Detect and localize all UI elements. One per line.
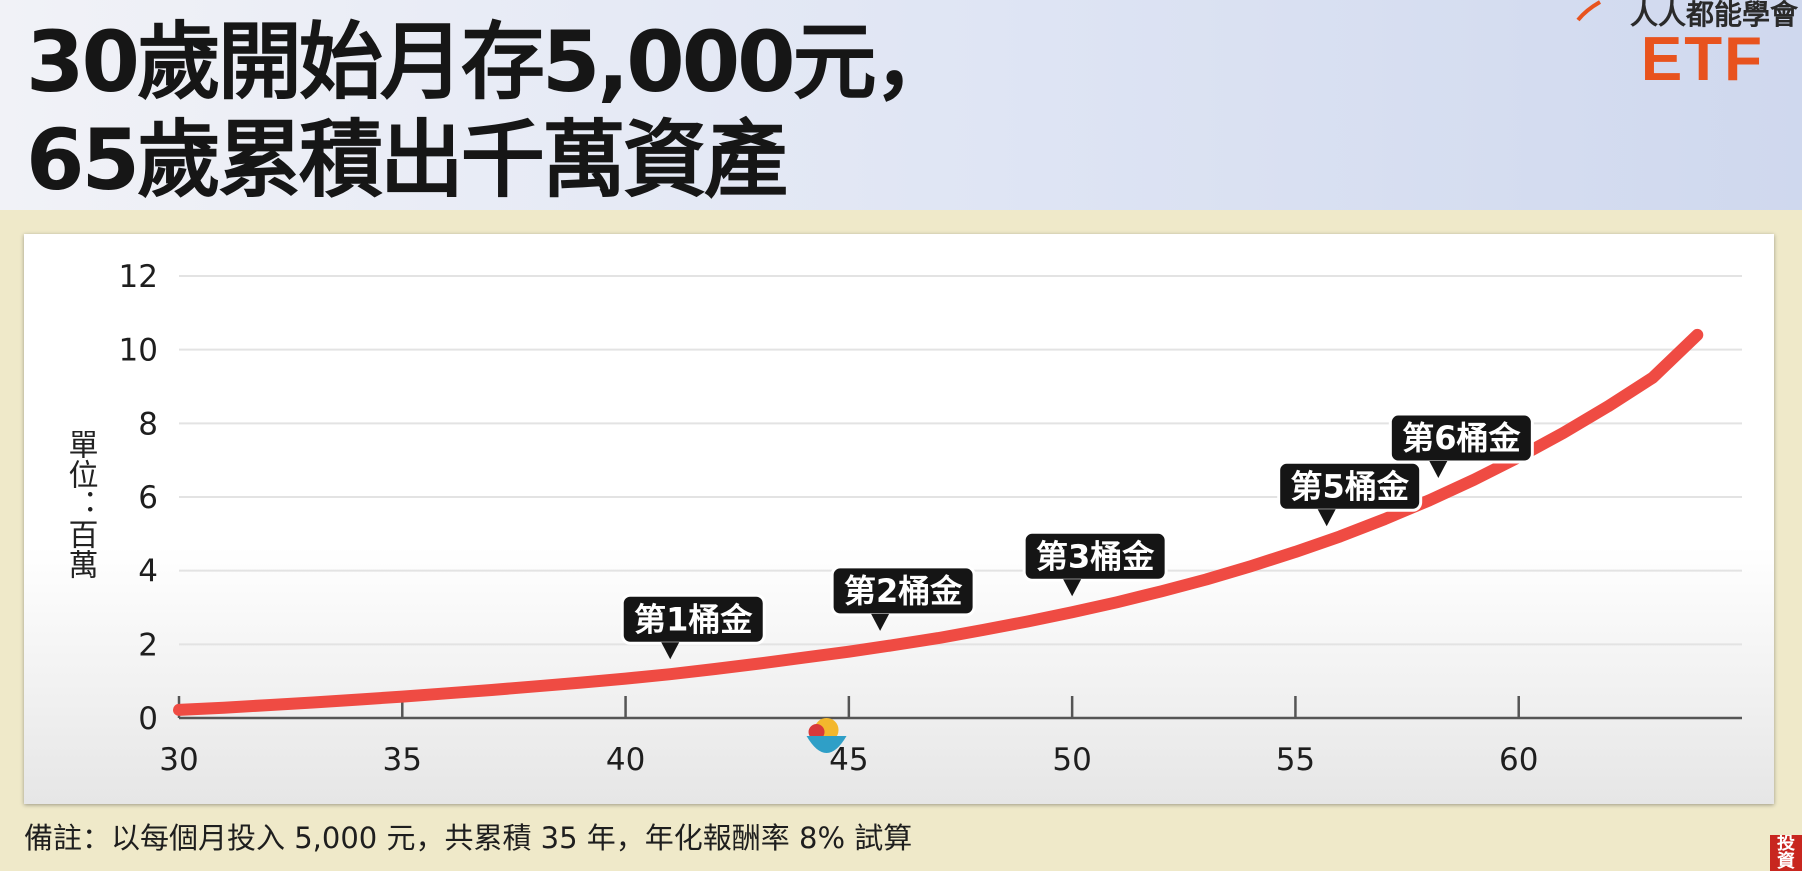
x-tick-label: 35	[383, 742, 422, 778]
bucket-annotation: 第3桶金	[1022, 530, 1168, 597]
x-tick-label: 60	[1499, 742, 1538, 778]
series-line	[173, 328, 1704, 716]
brand-logo: 人人都能學會 ETF	[1572, 0, 1802, 95]
annotation-pointer	[1317, 509, 1336, 527]
y-tick-label: 8	[138, 406, 158, 442]
coin-bowl-icon	[806, 718, 847, 753]
annotation-pointer	[871, 613, 890, 631]
annotation-pointer	[1429, 461, 1448, 479]
annotation-bubble	[620, 593, 766, 645]
y-tick-label: 10	[119, 333, 158, 369]
y-tick-label: 12	[119, 259, 158, 295]
annotation-pointer	[1063, 579, 1082, 597]
bucket-annotation: 第6桶金	[1388, 412, 1534, 479]
annotation-bubble	[1388, 412, 1534, 464]
x-tick-label: 40	[606, 742, 645, 778]
annotation-bubble	[1022, 530, 1168, 582]
annotation-label: 第6桶金	[1402, 419, 1521, 457]
annotation-label: 第3桶金	[1036, 537, 1155, 575]
x-tick-label: 30	[159, 742, 198, 778]
page-title-line-2: 65歲累積出千萬資產	[26, 111, 788, 209]
bucket-annotation: 第1桶金	[620, 593, 766, 660]
footnote: 備註：以每個月投入 5,000 元，共累積 35 年，年化報酬率 8% 試算	[24, 821, 913, 855]
chart-card: 0 2 4 6 8 10 12 30 35 40 45 50 55 60 單位：百萬 第1桶金 第2桶金 第3…	[24, 234, 1774, 804]
annotation-label: 第5桶金	[1291, 467, 1410, 505]
annotation-pointer	[661, 642, 680, 660]
bucket-annotation: 第2桶金	[830, 565, 976, 631]
y-tick-label: 0	[138, 701, 158, 737]
y-tick-label: 2	[138, 627, 158, 663]
annotation-label: 第2桶金	[844, 572, 963, 610]
y-tick-label: 4	[138, 554, 158, 590]
y-tick-label: 6	[138, 480, 158, 516]
brand-swoosh-icon	[1576, 0, 1601, 22]
y-axis-label: 單位：百萬	[63, 429, 98, 579]
bucket-annotation: 第5桶金	[1277, 460, 1423, 527]
page-title-line-1: 30歲開始月存5,000元，	[26, 13, 958, 111]
header-banner: 30歲開始月存5,000元， 65歲累積出千萬資產 人人都能學會 ETF	[0, 0, 1802, 210]
x-tick-label: 50	[1052, 742, 1091, 778]
brand-tagline: 人人都能學會	[1629, 0, 1798, 31]
x-tick-label: 55	[1276, 742, 1315, 778]
annotation-label: 第1桶金	[634, 600, 753, 638]
brand-name: ETF	[1640, 25, 1764, 94]
annotation-bubble	[830, 565, 976, 617]
corner-badge: 投資	[1770, 835, 1802, 871]
annotation-bubble	[1277, 460, 1423, 512]
